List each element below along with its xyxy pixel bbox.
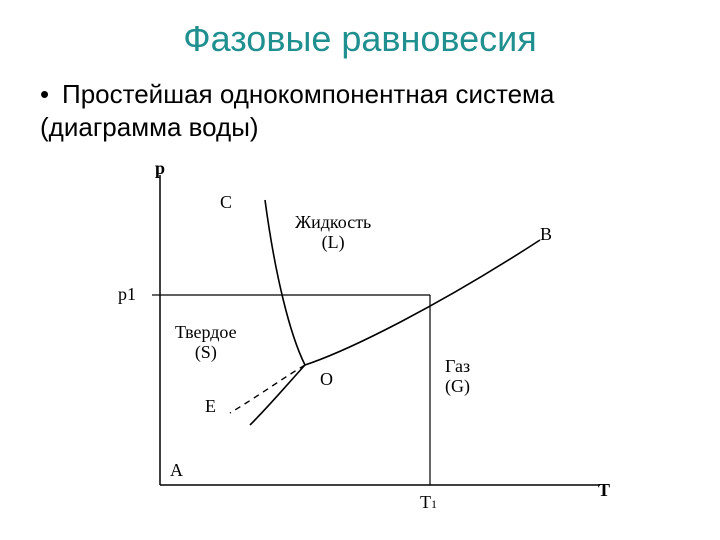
point-O: O xyxy=(320,370,333,390)
slide: Фазовые равновесия •Простейшая однокомпо… xyxy=(0,0,720,540)
slide-title: Фазовые равновесия xyxy=(0,18,720,60)
curve-OB xyxy=(305,240,540,365)
liquid-line1: Жидкость xyxy=(295,212,371,232)
region-gas: Газ (G) xyxy=(445,357,470,397)
solid-line2: (S) xyxy=(195,342,217,362)
point-B: B xyxy=(540,225,552,245)
point-E: E xyxy=(205,397,216,417)
phase-diagram: p T p1 T1 A O C B E Жидкость (L) Твердое… xyxy=(100,165,620,525)
y-axis-label: p xyxy=(155,159,165,179)
gas-line2: (G) xyxy=(445,376,470,396)
solid-line1: Твердое xyxy=(175,322,237,342)
x-axis-label: T xyxy=(598,481,610,501)
region-liquid: Жидкость (L) xyxy=(295,213,371,253)
liquid-line2: (L) xyxy=(322,232,345,252)
gas-line1: Газ xyxy=(445,356,470,376)
slide-subtitle: •Простейшая однокомпонентная система (ди… xyxy=(40,78,680,143)
region-solid: Твердое (S) xyxy=(175,323,237,363)
bullet-icon: • xyxy=(40,78,62,111)
t1-label: T1 xyxy=(420,493,437,513)
point-A: A xyxy=(170,461,183,481)
p1-label: p1 xyxy=(118,285,136,305)
subtitle-text: Простейшая однокомпонентная система (диа… xyxy=(40,79,554,142)
point-C: C xyxy=(220,193,232,213)
